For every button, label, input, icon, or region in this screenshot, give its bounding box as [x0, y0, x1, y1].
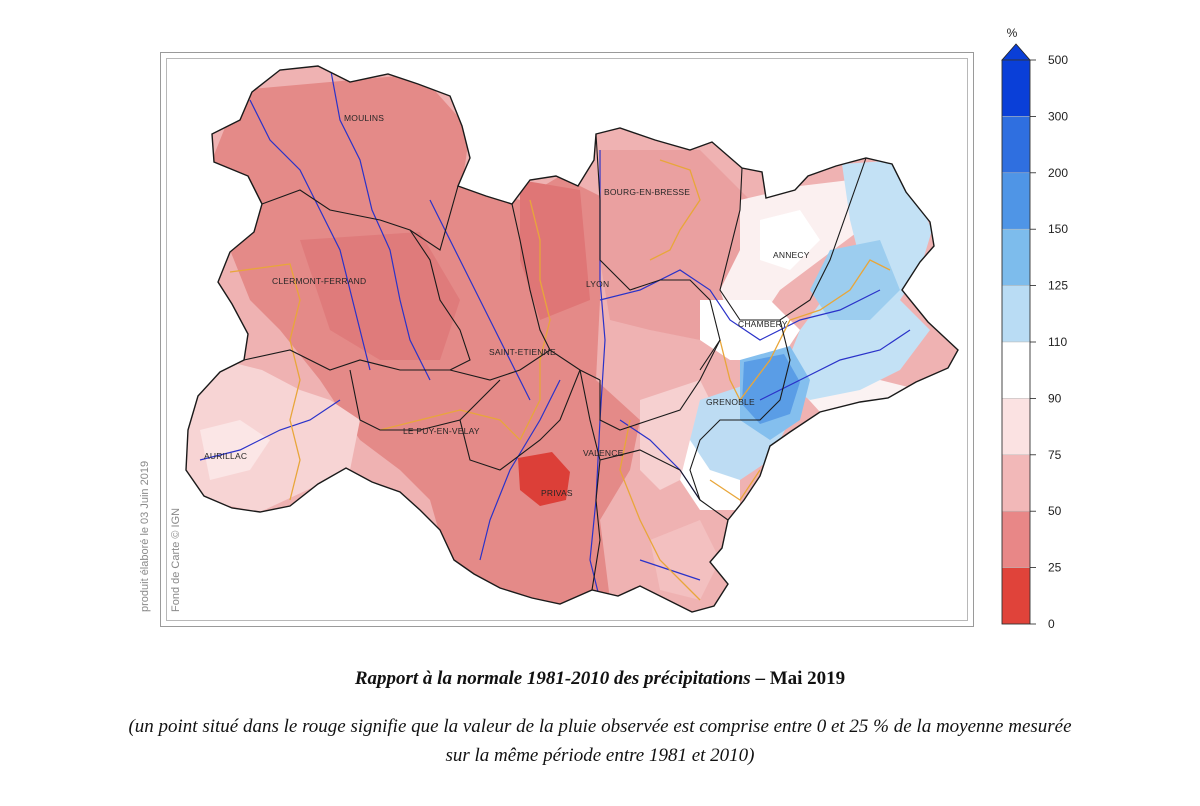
legend-swatch	[1001, 454, 1031, 512]
legend-tick-label: 150	[1048, 222, 1068, 236]
legend-ticks: 500 300 200 150 125 110 90 75 50 25 0	[1030, 53, 1068, 631]
city-label-grenoble: GRENOBLE	[706, 397, 755, 407]
city-label-le-puy-en-velay: LE PUY-EN-VELAY	[403, 426, 480, 436]
credit-basemap: Fond de Carte © IGN	[170, 507, 182, 612]
credit-produced: produit élaboré le 03 Juin 2019	[139, 460, 151, 612]
legend-tick-label: 125	[1048, 279, 1068, 293]
city-label-moulins: MOULINS	[344, 113, 384, 123]
department-boundaries	[185, 65, 959, 613]
city-labels: MOULINS BOURG-EN-BRESSE CLERMONT-FERRAND…	[204, 113, 810, 498]
caption-note-line1: (un point situé dans le rouge signifie q…	[128, 716, 1072, 737]
legend-tick-label: 0	[1048, 617, 1055, 631]
legend-arrow	[1001, 43, 1031, 61]
legend-tick-label: 300	[1048, 109, 1068, 123]
city-label-lyon: LYON	[586, 279, 609, 289]
legend-tick-label: 50	[1048, 504, 1062, 518]
city-label-clermont-ferrand: CLERMONT-FERRAND	[272, 276, 366, 286]
city-label-saint-etienne: SAINT-ETIENNE	[489, 347, 556, 357]
legend-swatch	[1001, 59, 1031, 117]
map-frame-inner	[166, 58, 968, 621]
legend-unit: %	[1007, 26, 1018, 40]
legend-swatch	[1001, 567, 1031, 625]
legend-tick-label: 25	[1048, 561, 1062, 575]
legend-swatch	[1001, 285, 1031, 343]
region-map	[186, 66, 958, 612]
legend-swatch	[1001, 398, 1031, 456]
legend-tick-label: 500	[1048, 53, 1068, 67]
city-label-bourg-en-bresse: BOURG-EN-BRESSE	[604, 187, 690, 197]
city-label-privas: PRIVAS	[541, 488, 573, 498]
caption-title-period: – Mai 2019	[750, 668, 846, 689]
legend-tick-label: 110	[1048, 335, 1067, 349]
legend-swatch	[1001, 172, 1031, 230]
map-frame-outer	[160, 52, 974, 627]
city-label-valence: VALENCE	[583, 448, 624, 458]
legend-tick-label: 90	[1048, 391, 1062, 405]
caption-note-line2: sur la même période entre 1981 et 2010)	[445, 745, 755, 766]
legend-swatch	[1001, 510, 1031, 568]
legend-swatch	[1001, 341, 1031, 399]
caption-title: Rapport à la normale 1981-2010 des préci…	[0, 668, 1200, 690]
legend-color-bar	[1001, 43, 1031, 625]
caption-title-main: Rapport à la normale 1981-2010 des préci…	[354, 668, 751, 689]
legend-swatch	[1001, 228, 1031, 286]
city-label-aurillac: AURILLAC	[204, 451, 247, 461]
caption-note: (un point situé dans le rouge signifie q…	[20, 712, 1180, 770]
legend-tick-label: 75	[1048, 448, 1062, 462]
legend-swatch	[1001, 116, 1031, 174]
city-label-annecy: ANNECY	[773, 250, 810, 260]
city-label-chambery: CHAMBERY	[738, 319, 788, 329]
legend-tick-label: 200	[1048, 166, 1068, 180]
